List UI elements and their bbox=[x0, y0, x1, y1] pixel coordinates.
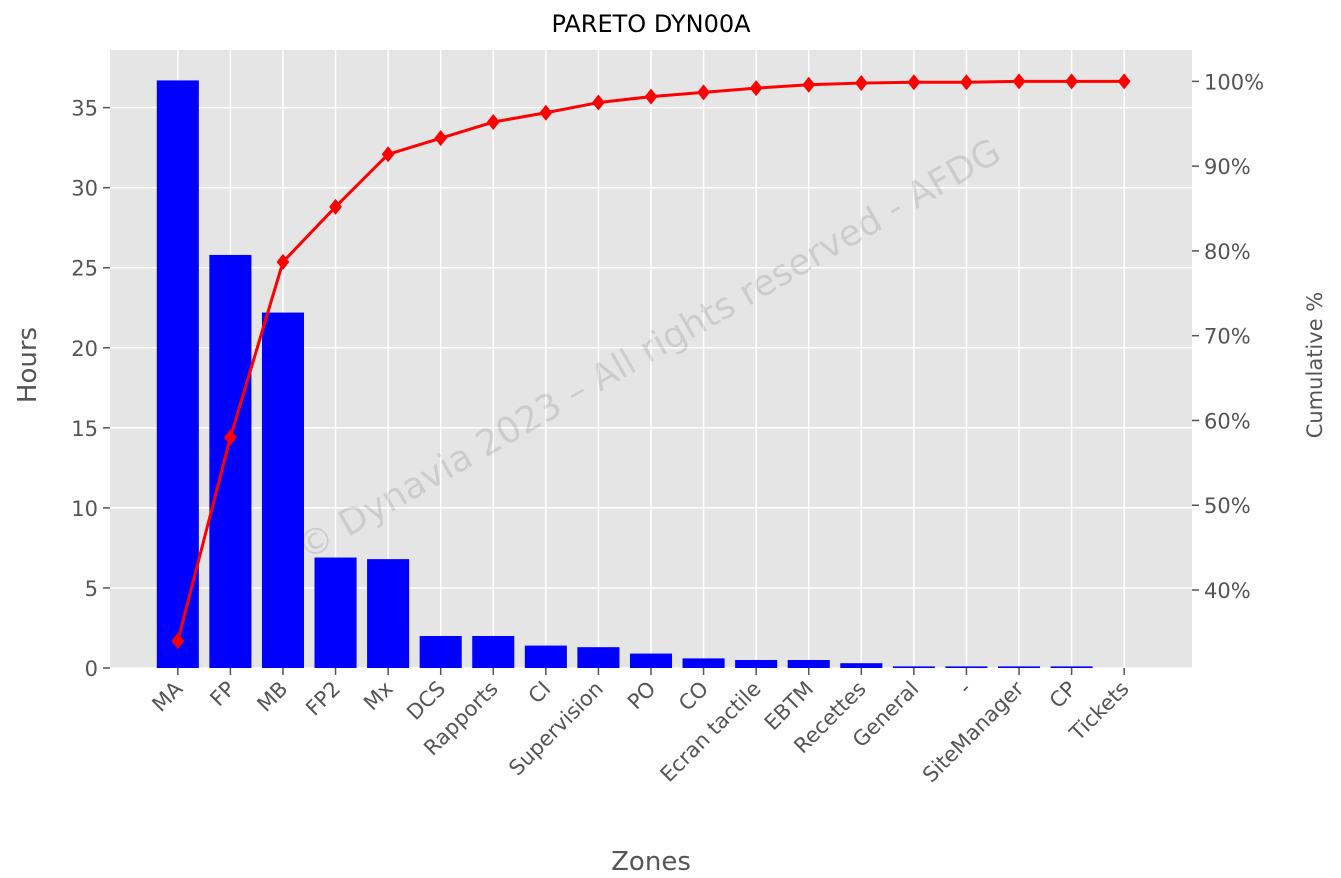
bar bbox=[945, 666, 988, 668]
y2-tick-label: 50% bbox=[1204, 494, 1251, 518]
x-tick-label: CO bbox=[674, 677, 713, 716]
bar bbox=[524, 645, 567, 668]
bar bbox=[629, 653, 673, 668]
cumulative-marker bbox=[644, 88, 658, 105]
bar bbox=[419, 635, 462, 668]
bar bbox=[209, 254, 252, 668]
bar bbox=[892, 666, 935, 668]
cumulative-marker bbox=[223, 429, 237, 446]
x-tick-label: Supervision bbox=[504, 677, 608, 781]
bar bbox=[735, 659, 778, 668]
cumulative-marker bbox=[960, 74, 973, 91]
x-tick-label: Tickets bbox=[1064, 677, 1133, 746]
chart-title: PARETO DYN00A bbox=[551, 10, 751, 38]
cumulative-marker bbox=[329, 198, 342, 215]
bar bbox=[261, 312, 305, 668]
bar bbox=[840, 663, 883, 668]
y-tick-label: 0 bbox=[85, 657, 98, 681]
y2-axis-label: Cumulative % bbox=[1303, 292, 1327, 439]
x-tick-label: - bbox=[954, 677, 976, 699]
bar bbox=[682, 658, 725, 668]
bar bbox=[1050, 666, 1093, 668]
y-tick-label: 30 bbox=[71, 177, 98, 201]
x-tick-label: MB bbox=[253, 677, 293, 717]
bar bbox=[367, 559, 410, 668]
bar bbox=[577, 647, 620, 668]
cumulative-marker bbox=[592, 94, 605, 111]
cumulative-marker bbox=[1117, 73, 1131, 90]
bar bbox=[156, 80, 199, 669]
cumulative-marker bbox=[486, 114, 500, 131]
x-tick-label: CP bbox=[1045, 677, 1081, 713]
x-tick-label: CI bbox=[524, 677, 556, 709]
bar bbox=[472, 635, 515, 668]
x-axis-label: Zones bbox=[611, 847, 691, 877]
y-tick-label: 10 bbox=[71, 497, 98, 521]
cumulative-marker bbox=[1012, 73, 1026, 90]
x-tick-label: PO bbox=[623, 677, 661, 715]
bar bbox=[787, 659, 830, 668]
y-tick-label: 35 bbox=[71, 97, 98, 121]
x-tick-label: Mx bbox=[359, 677, 398, 716]
cumulative-marker bbox=[1065, 73, 1079, 90]
cumulative-marker bbox=[276, 253, 290, 270]
cumulative-marker bbox=[802, 76, 816, 93]
x-tick-label: FP bbox=[205, 677, 239, 711]
y2-tick-label: 100% bbox=[1204, 70, 1264, 94]
cumulative-marker bbox=[697, 84, 710, 101]
y-axis-label: Hours bbox=[13, 327, 43, 403]
x-tick-label: FP2 bbox=[301, 677, 345, 721]
bar bbox=[997, 666, 1041, 668]
y-tick-label: 15 bbox=[71, 417, 98, 441]
cumulative-marker bbox=[854, 75, 868, 92]
cumulative-marker bbox=[171, 632, 185, 649]
cumulative-marker bbox=[749, 80, 763, 97]
x-tick-label: DCS bbox=[402, 677, 450, 725]
y2-tick-label: 90% bbox=[1204, 155, 1251, 179]
cumulative-marker bbox=[434, 130, 448, 147]
y2-tick-label: 60% bbox=[1204, 409, 1251, 433]
y2-tick-label: 80% bbox=[1204, 240, 1251, 264]
y-tick-label: 20 bbox=[71, 337, 98, 361]
y-tick-label: 25 bbox=[71, 257, 98, 281]
y2-tick-label: 70% bbox=[1204, 325, 1251, 349]
bar bbox=[314, 557, 357, 668]
y-tick-label: 5 bbox=[85, 577, 98, 601]
cumulative-marker bbox=[907, 74, 921, 91]
y2-tick-label: 40% bbox=[1204, 579, 1251, 603]
cumulative-marker bbox=[381, 146, 395, 163]
cumulative-marker bbox=[539, 104, 553, 121]
x-tick-label: MA bbox=[147, 676, 187, 716]
